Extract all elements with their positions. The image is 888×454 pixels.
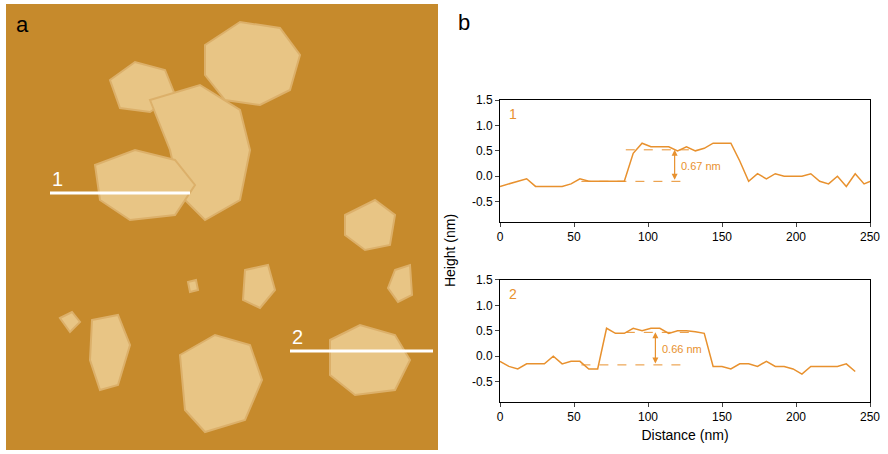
svg-text:1: 1 (509, 106, 517, 122)
svg-text:1.0: 1.0 (476, 119, 493, 133)
svg-text:-0.5: -0.5 (472, 375, 493, 389)
svg-text:50: 50 (567, 410, 581, 424)
svg-text:1.0: 1.0 (476, 299, 493, 313)
svg-text:Distance (nm): Distance (nm) (641, 427, 728, 443)
svg-text:150: 150 (712, 410, 732, 424)
svg-text:100: 100 (638, 230, 658, 244)
svg-text:0.5: 0.5 (476, 324, 493, 338)
svg-text:2: 2 (509, 286, 517, 302)
svg-text:1.5: 1.5 (476, 93, 493, 107)
svg-text:0: 0 (497, 230, 504, 244)
svg-text:250: 250 (860, 230, 880, 244)
svg-text:-0.5: -0.5 (472, 195, 493, 209)
svg-text:1.5: 1.5 (476, 273, 493, 287)
svg-text:a: a (16, 12, 29, 37)
svg-text:1: 1 (52, 168, 63, 190)
svg-text:150: 150 (712, 230, 732, 244)
svg-text:200: 200 (786, 410, 806, 424)
svg-text:200: 200 (786, 230, 806, 244)
svg-text:Height (nm): Height (nm) (442, 214, 458, 287)
svg-text:100: 100 (638, 410, 658, 424)
svg-text:0.0: 0.0 (476, 169, 493, 183)
svg-text:0.66 nm: 0.66 nm (662, 343, 702, 355)
svg-text:0.5: 0.5 (476, 144, 493, 158)
svg-text:0: 0 (497, 410, 504, 424)
svg-text:250: 250 (860, 410, 880, 424)
svg-text:2: 2 (292, 326, 303, 348)
svg-text:50: 50 (567, 230, 581, 244)
svg-text:0.0: 0.0 (476, 349, 493, 363)
svg-text:0.67 nm: 0.67 nm (681, 160, 721, 172)
svg-text:b: b (458, 10, 470, 35)
